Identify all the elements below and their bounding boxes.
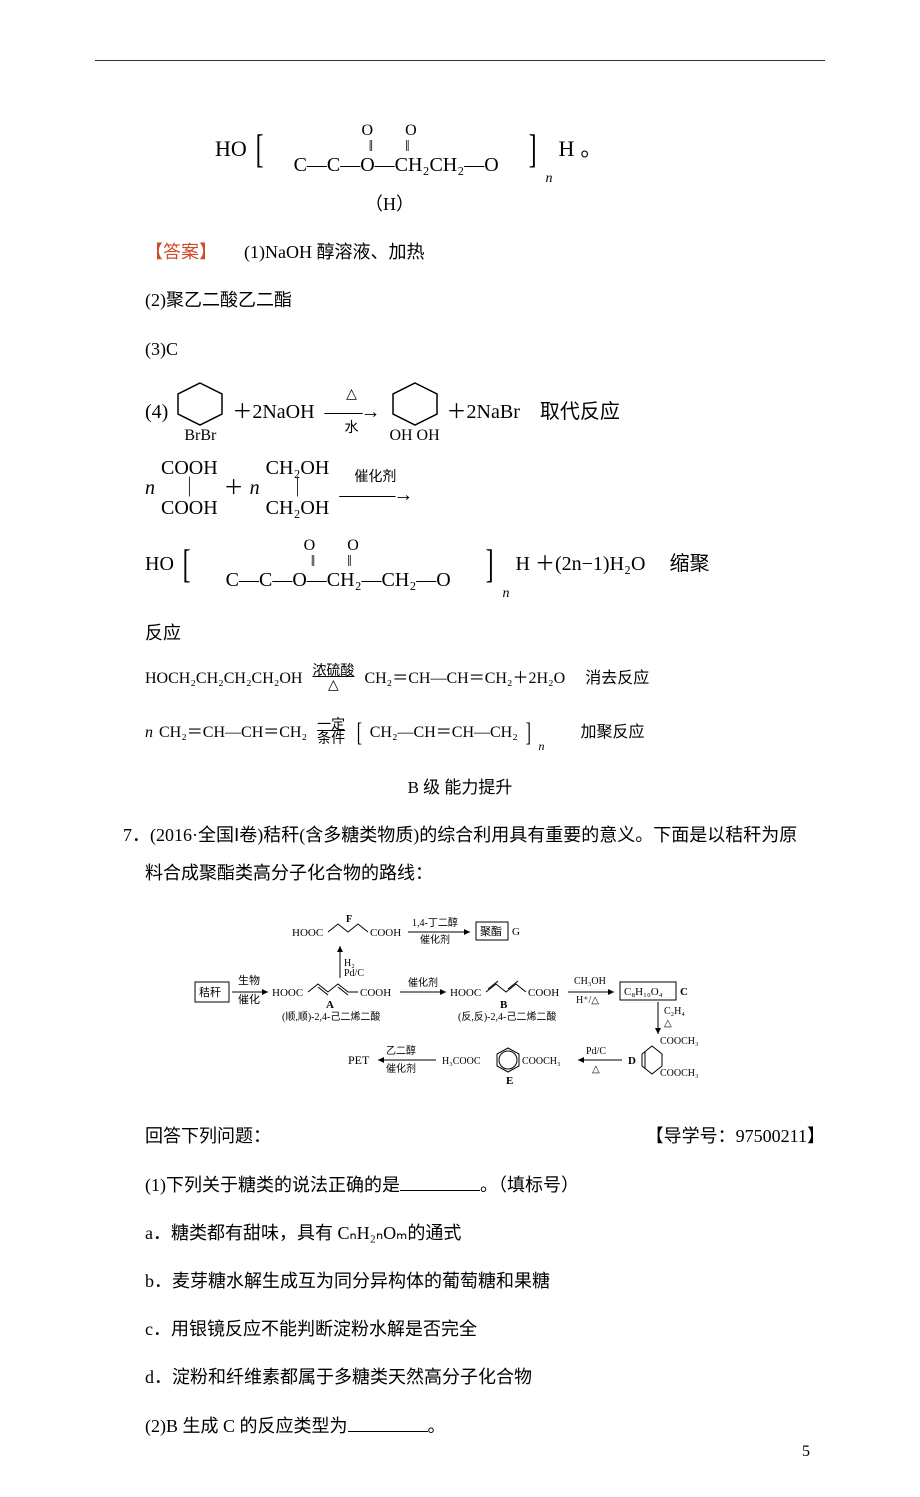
- svg-text:PET: PET: [348, 1053, 370, 1067]
- q7-sub1: (1)下列关于糖类的说法正确的是。（填标号）: [145, 1168, 825, 1202]
- page-number: 5: [802, 1443, 810, 1461]
- svg-text:COOH: COOH: [528, 987, 559, 999]
- svg-text:催化剂: 催化剂: [420, 933, 450, 946]
- svg-text:F: F: [346, 914, 352, 925]
- synthesis-route-diagram: 秸秆 生物 催化 HOOC COOH A (顺,顺)-2,4-己二烯二酸 H₂ …: [95, 904, 825, 1109]
- svg-text:E: E: [506, 1075, 513, 1087]
- svg-text:乙二醇: 乙二醇: [386, 1044, 416, 1057]
- svg-text:Pd/C: Pd/C: [586, 1046, 606, 1057]
- svg-text:B: B: [500, 999, 508, 1011]
- svg-text:A: A: [326, 999, 334, 1011]
- hexagon-icon: [389, 380, 441, 428]
- svg-text:G: G: [512, 926, 520, 938]
- svg-text:Pd/C: Pd/C: [344, 968, 364, 979]
- svg-text:COOCH₃: COOCH₃: [660, 1036, 699, 1047]
- svg-text:D: D: [628, 1055, 636, 1067]
- svg-text:HOOC: HOOC: [292, 927, 323, 939]
- q7-opt-b: b．麦芽糖水解生成互为同分异构体的葡萄糖和果糖: [145, 1264, 825, 1298]
- q7-opt-d: d．淀粉和纤维素都属于多糖类天然高分子化合物: [145, 1360, 825, 1394]
- svg-text:(顺,顺)-2,4-己二烯二酸: (顺,顺)-2,4-己二烯二酸: [282, 1010, 380, 1023]
- svg-text:HOOC: HOOC: [450, 987, 481, 999]
- poly-label-H: （H）: [365, 187, 825, 221]
- reaction-addition-poly: n CH₂＝CH—CH＝CH₂ 一定 条件 [ CH₂—CH＝CH—CH₂ ] …: [145, 708, 825, 757]
- svg-text:COOH: COOH: [360, 987, 391, 999]
- route-jiegan: 秸秆: [199, 986, 221, 999]
- answer-line-3: (3)C: [145, 332, 825, 366]
- svg-text:生物: 生物: [238, 973, 260, 987]
- right-arrow-icon: ――→: [325, 402, 379, 422]
- svg-text:△: △: [592, 1064, 600, 1075]
- svg-text:(反,反)-2,4-己二烯二酸: (反,反)-2,4-己二烯二酸: [458, 1010, 556, 1023]
- svg-text:COOCH₃: COOCH₃: [660, 1068, 699, 1079]
- reaction-poly-tag2: 反应: [145, 616, 825, 650]
- svg-text:1,4-丁二醇: 1,4-丁二醇: [412, 916, 458, 929]
- blank-input[interactable]: [348, 1413, 428, 1432]
- svg-text:COOCH₃: COOCH₃: [522, 1056, 561, 1067]
- answer-label: 【答案】: [145, 242, 217, 262]
- svg-text:催化剂: 催化剂: [408, 976, 438, 989]
- svg-text:H₃COOC: H₃COOC: [442, 1056, 481, 1067]
- poly-left: HO: [215, 128, 247, 170]
- section-b-heading: B 级 能力提升: [95, 772, 825, 804]
- svg-text:C₂H₄: C₂H₄: [664, 1006, 685, 1017]
- answer-line-1: 【答案】 (1)NaOH 醇溶液、加热: [145, 235, 825, 269]
- q7-stem: 7．(2016·全国Ⅰ卷)秸秆(含多糖类物质)的综合利用具有重要的意义。下面是以…: [123, 818, 825, 852]
- hexagon-icon: [174, 380, 226, 428]
- answer-line-2: (2)聚乙二酸乙二酯: [145, 283, 825, 317]
- q7-sub2: (2)B 生成 C 的反应类型为。: [145, 1409, 825, 1443]
- svg-text:C₈H₁₀O₄: C₈H₁₀O₄: [624, 986, 663, 998]
- svg-text:CH₃OH: CH₃OH: [574, 976, 606, 987]
- svg-text:△: △: [664, 1018, 672, 1029]
- svg-text:H⁺/△: H⁺/△: [576, 995, 599, 1006]
- svg-text:聚酯: 聚酯: [480, 925, 502, 938]
- reaction-elimination: HOCH₂CH₂CH₂CH₂OH 浓硫酸 △ CH₂＝CH—CH＝CH₂＋2H₂…: [145, 664, 825, 694]
- svg-text:COOH: COOH: [370, 927, 401, 939]
- svg-text:催化: 催化: [238, 992, 260, 1006]
- reaction-polycondensation: n COOH ｜ COOH ＋ n CH₂OH ｜ CH₂OH 催化剂 ―――→…: [145, 458, 825, 602]
- blank-input[interactable]: [400, 1172, 480, 1191]
- svg-text:HOOC: HOOC: [272, 987, 303, 999]
- q7-opt-c: c．用银镜反应不能判断淀粉水解是否完全: [145, 1312, 825, 1346]
- q7-opt-a: a．糖类都有甜味，具有 CₙH₂ₙOₘ的通式: [145, 1216, 825, 1250]
- reaction-4: (4) BrBr ＋2NaOH △ ――→ 水 OH OH ＋2NaBr: [145, 380, 825, 444]
- svg-text:C: C: [680, 986, 688, 998]
- q7-answer-header: 回答下列问题： 【导学号：97500211】: [145, 1119, 825, 1153]
- top-rule: [95, 60, 825, 61]
- svg-text:催化剂: 催化剂: [386, 1062, 416, 1075]
- polymer-H-formula: HO [ O O ‖ ‖ C—C—O—CH₂CH₂—O ] n H 。 （H）: [215, 111, 825, 221]
- q7-stem-2: 料合成聚酯类高分子化合物的路线：: [145, 856, 825, 890]
- right-arrow-icon: ―――→: [339, 485, 411, 505]
